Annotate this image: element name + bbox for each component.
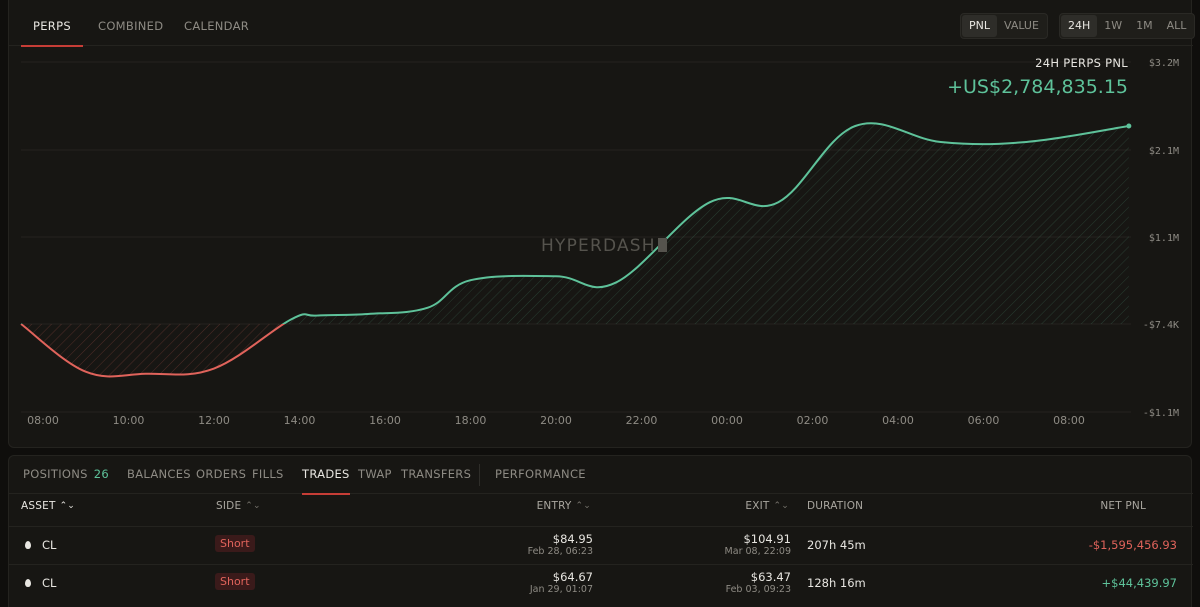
tab-calendar[interactable]: CALENDAR: [184, 19, 250, 33]
pnl-chart: $3.2M $2.1M $1.1M -$7.4K -$1.1M 08:00 10:00 12…: [20, 58, 1179, 427]
row-duration: 207h 45m: [807, 538, 866, 552]
row-entry-price: $84.95: [552, 532, 593, 546]
tab-positions-label: POSITIONS: [23, 467, 88, 481]
x-tick-label: 12:00: [198, 414, 230, 427]
tab-transfers[interactable]: TRANSFERS: [401, 467, 472, 481]
range-1w-option[interactable]: 1W: [1104, 19, 1123, 32]
column-header-side[interactable]: SIDE ⌃⌄: [216, 500, 261, 512]
tab-positions[interactable]: POSITIONS 26: [23, 456, 109, 494]
row-entry-time: Feb 28, 06:23: [527, 546, 593, 557]
tab-twap[interactable]: TWAP: [358, 467, 392, 481]
y-tick-label: -$1.1M: [1143, 408, 1179, 419]
y-tick-label: $2.1M: [1149, 146, 1179, 157]
pnl-end-point: [1126, 123, 1132, 129]
chart-pnl-value: +US$2,784,835.15: [947, 76, 1128, 98]
sort-chevron-icon: ⌃⌄: [59, 501, 76, 511]
mode-toggle: PNL VALUE: [960, 13, 1048, 39]
column-header-duration[interactable]: DURATION: [807, 500, 863, 512]
account-panel: POSITIONS 26 BALANCES ORDERS FILLS TRADES…: [8, 455, 1193, 607]
x-tick-label: 18:00: [455, 414, 487, 427]
sort-icon: ⌃⌄: [575, 501, 591, 511]
column-header-net-pnl-label: NET PNL: [1100, 500, 1146, 512]
row-exit-time: Feb 03, 09:23: [725, 584, 791, 595]
pnl-panel: PERPS COMBINED CALENDAR PNL VALUE 24H 1W…: [8, 0, 1196, 448]
chart-area: [21, 123, 1129, 377]
sort-icon: ⌃⌄: [245, 501, 261, 511]
table-row[interactable]: CL Short $64.67 Jan 29, 01:07 $63.47 Feb…: [9, 565, 1193, 602]
x-axis: 08:00 10:00 12:00 14:00 16:00 18:00 20:00 22:00…: [27, 414, 1085, 427]
y-axis: $3.2M $2.1M $1.1M -$7.4K -$1.1M: [1143, 58, 1179, 419]
tab-fills[interactable]: FILLS: [252, 467, 284, 481]
x-tick-label: 20:00: [540, 414, 572, 427]
side-badge: Short: [215, 573, 255, 590]
chart-title: 24H PERPS PNL: [1035, 56, 1128, 70]
x-tick-label: 22:00: [626, 414, 658, 427]
x-tick-label: 02:00: [797, 414, 829, 427]
range-all-option[interactable]: ALL: [1166, 19, 1187, 32]
y-tick-label: $1.1M: [1149, 233, 1179, 244]
table-row[interactable]: CL Short $84.95 Feb 28, 06:23 $104.91 Ma…: [9, 527, 1193, 564]
range-24h-option[interactable]: 24H: [1061, 15, 1098, 37]
watermark-text: HYPERDASH: [541, 236, 656, 256]
table-divider: [9, 526, 1193, 527]
x-tick-label: 16:00: [369, 414, 401, 427]
column-header-duration-label: DURATION: [807, 500, 864, 512]
tab-orders[interactable]: ORDERS: [196, 467, 247, 481]
row-entry-price: $64.67: [552, 570, 593, 584]
sort-icon: ⌃⌄: [773, 501, 789, 511]
tab-performance[interactable]: PERFORMANCE: [495, 467, 586, 481]
tab-combined[interactable]: COMBINED: [98, 19, 164, 33]
row-exit-price: $63.47: [750, 570, 791, 584]
mode-value-option[interactable]: VALUE: [1004, 19, 1039, 32]
chart-toolbar: PERPS COMBINED CALENDAR PNL VALUE 24H 1W…: [9, 0, 1196, 47]
row-net-pnl: +$44,439.97: [1101, 576, 1177, 590]
positive-area: [21, 123, 1129, 324]
range-1m-option[interactable]: 1M: [1136, 19, 1153, 32]
tab-perps[interactable]: PERPS: [21, 0, 83, 47]
column-header-exit-label: EXIT: [745, 500, 770, 512]
x-tick-label: 04:00: [882, 414, 914, 427]
x-tick-label: 08:00: [1053, 414, 1085, 427]
column-header-entry[interactable]: ENTRY ⌃⌄: [537, 500, 591, 512]
tab-divider: [479, 464, 480, 486]
pnl-line-negative: [20, 324, 286, 378]
x-tick-label: 14:00: [284, 414, 316, 427]
row-net-pnl: -$1,595,456.93: [1088, 538, 1177, 552]
pnl-line-positive: [21, 122, 1130, 324]
row-exit-time: Mar 08, 22:09: [724, 546, 791, 557]
x-tick-label: 08:00: [27, 414, 59, 427]
column-header-asset[interactable]: ASSET ⌃⌄: [21, 500, 75, 512]
positions-count-badge: 26: [93, 467, 109, 481]
x-tick-label: 00:00: [711, 414, 743, 427]
oil-drop-icon: [25, 541, 31, 549]
column-header-side-label: SIDE: [216, 500, 242, 512]
column-header-net-pnl[interactable]: NET PNL: [1100, 500, 1146, 512]
x-tick-label: 10:00: [113, 414, 145, 427]
row-asset: CL: [42, 576, 57, 590]
tab-trades[interactable]: TRADES: [302, 456, 350, 495]
range-toggle: 24H 1W 1M ALL: [1059, 13, 1196, 39]
tab-balances[interactable]: BALANCES: [127, 467, 191, 481]
row-divider: [9, 564, 1193, 565]
y-tick-label: $3.2M: [1149, 58, 1179, 69]
chart-line: [20, 122, 1132, 378]
oil-drop-icon: [25, 579, 31, 587]
watermark-logo: HYPERDASH: [541, 236, 667, 256]
column-header-exit[interactable]: EXIT ⌃⌄: [745, 500, 789, 512]
account-tabs: POSITIONS 26 BALANCES ORDERS FILLS TRADES…: [9, 456, 1193, 495]
negative-area: [21, 324, 1129, 377]
row-entry-time: Jan 29, 01:07: [529, 584, 593, 595]
row-exit-price: $104.91: [743, 532, 791, 546]
row-duration: 128h 16m: [807, 576, 866, 590]
y-tick-label: -$7.4K: [1143, 320, 1179, 331]
row-asset: CL: [42, 538, 57, 552]
side-badge: Short: [215, 535, 255, 552]
column-header-entry-label: ENTRY: [536, 500, 572, 512]
watermark-block-icon: [657, 238, 667, 252]
column-header-asset-label: ASSET: [21, 500, 56, 512]
mode-pnl-option[interactable]: PNL: [962, 15, 997, 37]
x-tick-label: 06:00: [968, 414, 1000, 427]
